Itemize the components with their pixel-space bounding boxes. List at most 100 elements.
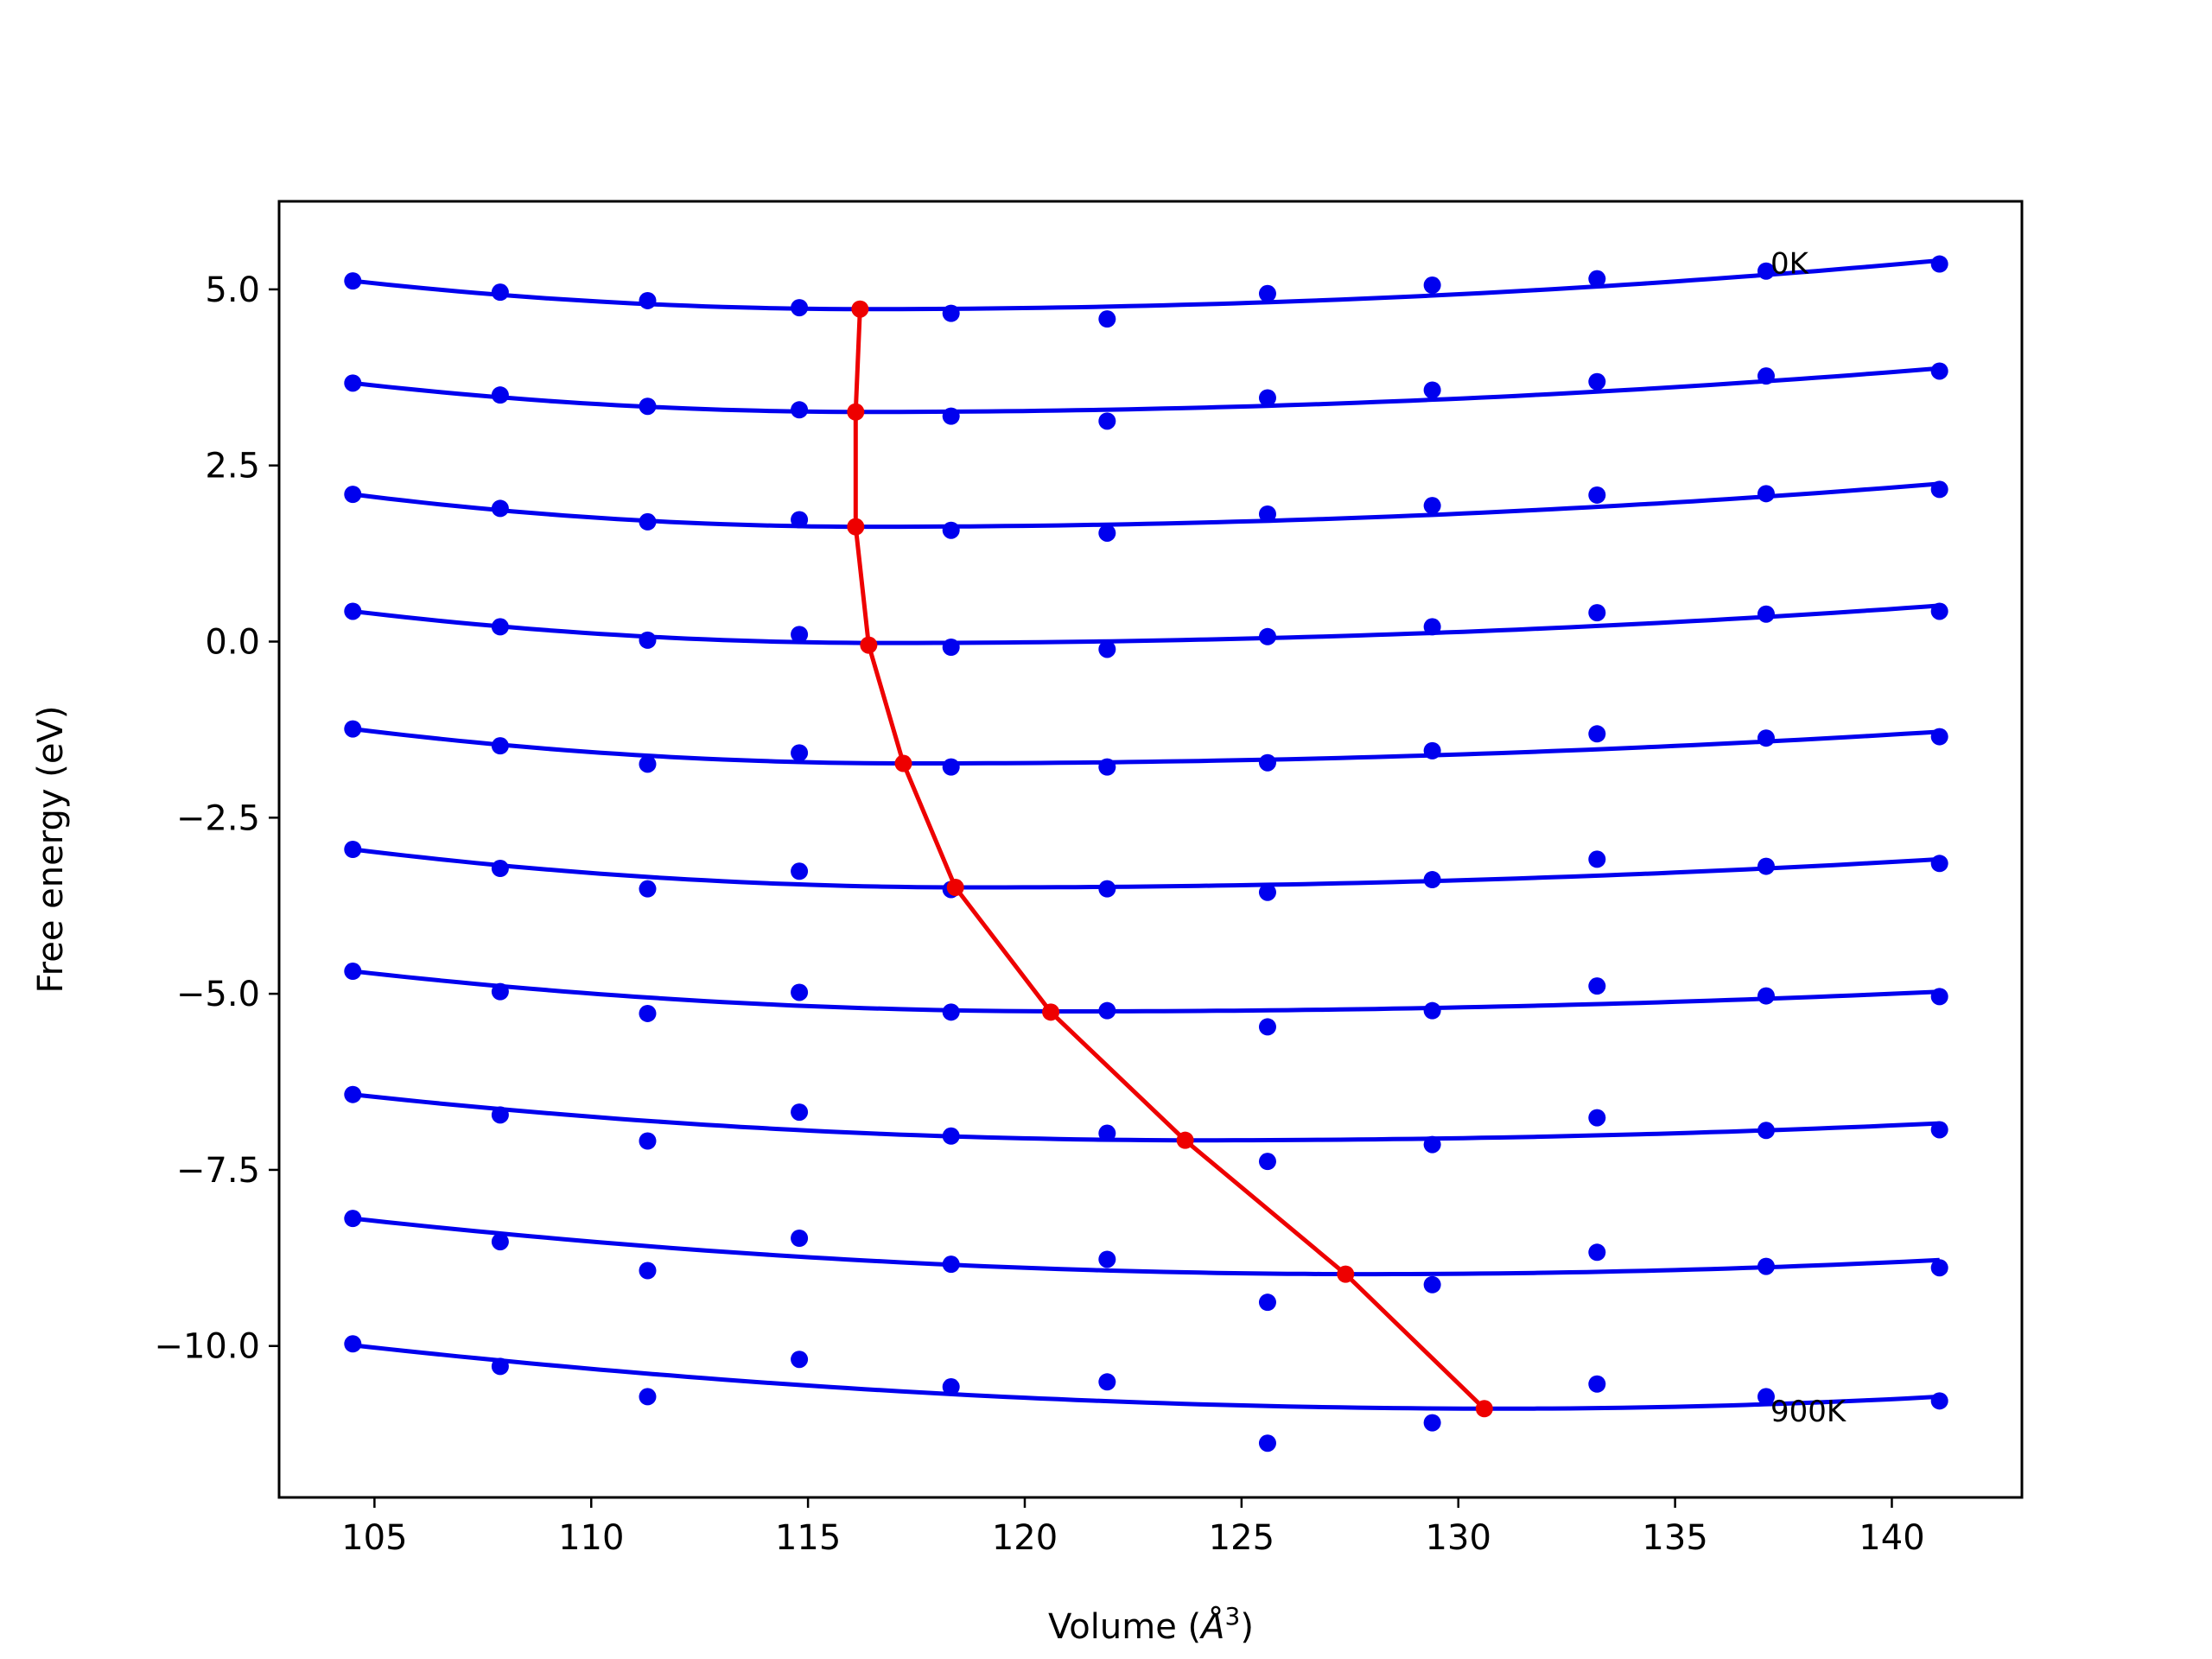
data-point [344,1085,362,1103]
data-point [491,982,509,1001]
data-point [344,486,362,504]
data-point [791,1351,809,1369]
data-point [1588,486,1606,504]
data-point [942,1255,960,1274]
data-point [491,499,509,518]
minimum-point [946,879,964,897]
data-point [1258,389,1276,407]
y-tick-label: 5.0 [205,270,260,310]
data-point [791,626,809,644]
data-point [1930,855,1948,873]
data-point [1930,1392,1948,1410]
x-tick-label: 140 [1859,1518,1924,1558]
data-point [639,755,657,773]
data-point [639,880,657,898]
data-point [1588,604,1606,622]
data-point [639,1262,657,1280]
x-tick-label: 105 [341,1518,407,1558]
data-point [1930,480,1948,499]
data-point [1258,1294,1276,1312]
data-point [1098,880,1116,898]
data-point [1098,640,1116,658]
y-tick-label: −7.5 [176,1151,260,1191]
data-point [491,1233,509,1251]
temperature-annotation: 900K [1770,1395,1847,1429]
tick-layer: 105 110 115 120 125 130 135 140 5.0 2.5 0.0 −2.5 −5.… [154,270,1924,1558]
data-point [1757,485,1775,503]
data-point [1423,1414,1441,1432]
data-point [1423,276,1441,295]
data-point [1588,1375,1606,1393]
data-point [1757,857,1775,875]
fit-curve [353,365,1940,415]
x-tick-label: 130 [1426,1518,1491,1558]
data-point [1930,362,1948,380]
temperature-annotation: 0K [1770,246,1810,281]
data-point [1098,1124,1116,1142]
x-axis-label-close: ) [1240,1607,1254,1647]
data-point [942,639,960,657]
y-tick-label: 2.5 [205,447,260,486]
x-tick-label: 115 [775,1518,841,1558]
fit-curve [353,1343,1940,1411]
x-axis-label-unit: Å [1198,1605,1224,1647]
data-point [1258,1153,1276,1171]
data-point [791,511,809,529]
data-point [791,401,809,419]
data-point [1258,284,1276,302]
data-point [344,963,362,981]
data-point [1423,1275,1441,1294]
data-point [1588,1243,1606,1262]
y-axis-label: Free energy (eV) [31,706,71,994]
data-point [791,1230,809,1247]
x-axis-label-text: Volume ( [1048,1607,1201,1647]
data-point [491,1106,509,1124]
minimum-point [1337,1265,1355,1283]
data-point [1258,1434,1276,1452]
data-point [1098,310,1116,328]
data-point [791,1103,809,1122]
data-point [1588,372,1606,391]
data-point [942,304,960,322]
data-point [942,1378,960,1396]
data-point [1588,270,1606,288]
minimum-point [851,300,869,318]
data-point [491,386,509,404]
minimum-point [847,403,865,421]
data-point [791,983,809,1001]
y-tick-label: −2.5 [176,798,260,838]
minimum-point [847,518,865,536]
data-point [639,631,657,649]
data-point [1757,605,1775,623]
fit-curve [352,847,1940,890]
data-point [1757,987,1775,1005]
x-tick-label: 110 [558,1518,624,1558]
data-point [344,841,362,858]
data-point [1098,412,1116,430]
data-point [1757,729,1775,747]
data-point [1588,1109,1606,1127]
data-point [1930,1259,1948,1277]
data-point [1930,1121,1948,1139]
y-tick-label: −10.0 [154,1327,260,1367]
x-tick-label: 120 [992,1518,1058,1558]
minimum-point [860,636,878,654]
data-point [639,1004,657,1022]
data-point [1098,1250,1116,1268]
data-point [1588,725,1606,743]
data-point [639,512,657,531]
data-point [1423,1001,1441,1020]
fit-curve [352,727,1940,766]
data-point [491,1357,509,1376]
data-point [1757,367,1775,385]
data-point [1258,1018,1276,1036]
data-point [1098,1001,1116,1020]
data-point [1258,627,1276,645]
data-point [639,291,657,309]
x-axis-label-exponent: 3 [1225,1602,1241,1630]
data-point [491,737,509,755]
data-point [639,1388,657,1406]
data-point [1930,728,1948,746]
